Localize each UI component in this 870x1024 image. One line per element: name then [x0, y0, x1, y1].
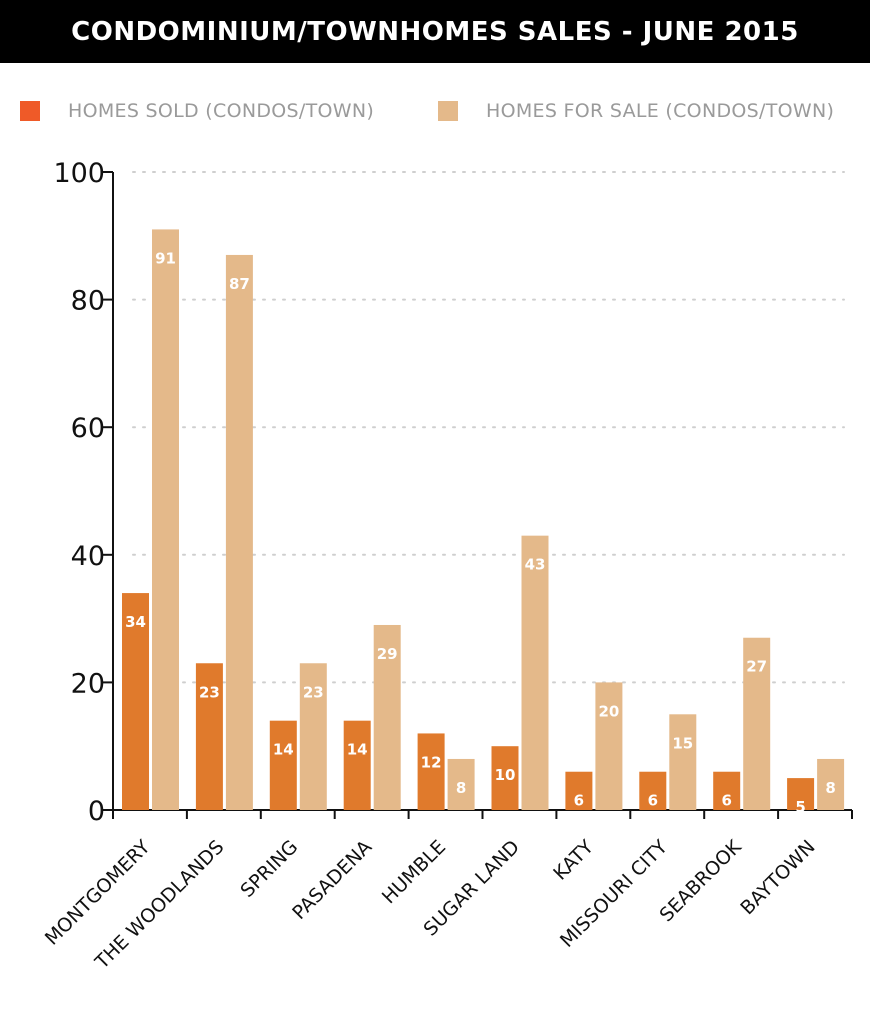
- data-label-homes-sold: 34: [125, 613, 146, 631]
- data-label-homes-for-sale: 29: [377, 645, 398, 663]
- x-category-label: THE WOODLANDS: [90, 836, 228, 974]
- bar-homes-for-sale: [152, 229, 179, 811]
- x-category-label: HUMBLE: [378, 836, 450, 908]
- y-tick-label: 20: [71, 668, 105, 699]
- bar-homes-sold: [787, 778, 815, 810]
- bar-homes-for-sale: [669, 714, 697, 810]
- bar-homes-sold: [417, 733, 445, 810]
- data-label-homes-for-sale: 27: [746, 658, 767, 676]
- data-label-homes-sold: 10: [495, 766, 516, 784]
- title-bar: CONDOMINIUM/TOWNHOMES SALES - JUNE 2015: [0, 0, 870, 63]
- bar-homes-sold: [491, 746, 519, 810]
- bar-homes-sold: [713, 771, 741, 810]
- bar-homes-for-sale: [595, 682, 623, 810]
- data-label-homes-for-sale: 23: [303, 683, 324, 701]
- data-label-homes-for-sale: 43: [525, 556, 546, 574]
- legend-label-for-sale: HOMES FOR SALE (CONDOS/TOWN): [486, 100, 835, 122]
- data-label-homes-for-sale: 91: [155, 249, 176, 267]
- data-label-homes-sold: 23: [199, 683, 220, 701]
- data-label-homes-for-sale: 15: [672, 734, 693, 752]
- legend-item-for-sale: HOMES FOR SALE (CONDOS/TOWN): [438, 100, 834, 122]
- x-category-label: BAYTOWN: [736, 836, 819, 919]
- data-label-homes-sold: 12: [421, 753, 442, 771]
- legend-swatch-for-sale: [438, 101, 458, 121]
- bar-homes-sold: [343, 720, 371, 810]
- chart-title: CONDOMINIUM/TOWNHOMES SALES - JUNE 2015: [71, 16, 799, 47]
- bar-homes-sold: [122, 593, 149, 810]
- data-label-homes-sold: 14: [273, 741, 294, 759]
- data-label-homes-for-sale: 8: [825, 779, 835, 797]
- bar-homes-for-sale: [447, 758, 475, 810]
- y-tick-label: 40: [71, 541, 105, 572]
- bar-homes-for-sale: [817, 758, 845, 810]
- legend: HOMES SOLD (CONDOS/TOWN) HOMES FOR SALE …: [0, 100, 870, 130]
- y-tick-label: 80: [71, 286, 105, 317]
- data-label-homes-for-sale: 20: [598, 702, 619, 720]
- data-label-homes-sold: 6: [648, 792, 658, 810]
- data-label-homes-sold: 6: [721, 792, 731, 810]
- bar-homes-for-sale: [299, 663, 327, 810]
- data-label-homes-sold: 14: [347, 741, 368, 759]
- data-label-homes-sold: 6: [574, 792, 584, 810]
- data-label-homes-for-sale: 8: [456, 779, 466, 797]
- legend-label-sold: HOMES SOLD (CONDOS/TOWN): [68, 100, 375, 122]
- y-tick-label: 60: [71, 413, 105, 444]
- y-tick-label: 0: [88, 796, 105, 827]
- data-label-homes-for-sale: 87: [229, 275, 250, 293]
- bar-homes-sold: [565, 771, 593, 810]
- bar-homes-for-sale: [225, 254, 253, 810]
- legend-swatch-sold: [20, 101, 40, 121]
- bar-homes-sold: [195, 663, 223, 810]
- data-label-homes-sold: 5: [795, 798, 805, 816]
- x-category-label: SPRING: [236, 836, 302, 902]
- x-category-label: PASADENA: [288, 836, 376, 924]
- bar-homes-for-sale: [373, 624, 401, 810]
- bar-homes-sold: [269, 720, 297, 810]
- bar-homes-for-sale: [743, 637, 771, 810]
- bar-homes-for-sale: [521, 535, 549, 810]
- bar-homes-sold: [639, 771, 667, 810]
- y-tick-label: 100: [53, 158, 105, 189]
- legend-item-sold: HOMES SOLD (CONDOS/TOWN): [20, 100, 374, 122]
- x-category-label: KATY: [549, 836, 598, 885]
